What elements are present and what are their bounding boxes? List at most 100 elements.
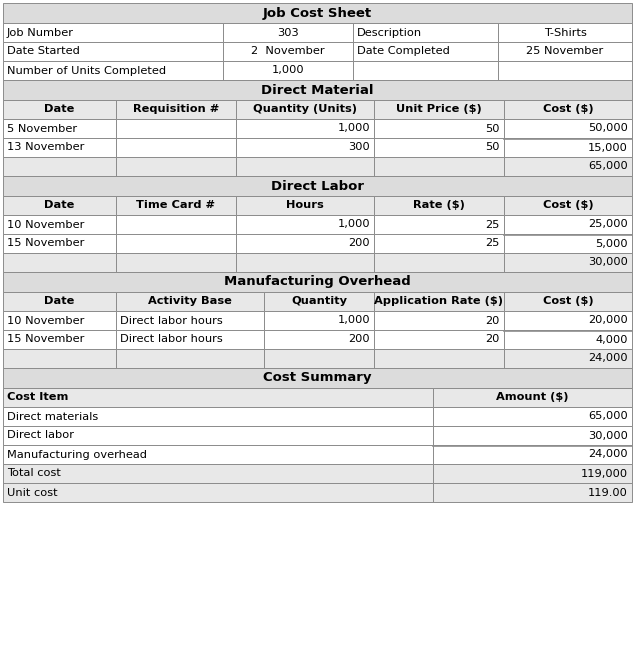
Text: 24,000: 24,000 — [589, 449, 628, 459]
Bar — [236, 253, 374, 272]
Bar — [353, 23, 498, 42]
Text: 20: 20 — [486, 315, 500, 325]
Text: 24,000: 24,000 — [589, 353, 628, 363]
Bar — [3, 61, 223, 80]
Text: 5,000: 5,000 — [596, 238, 628, 248]
Text: Direct Labor: Direct Labor — [271, 179, 364, 193]
Text: 300: 300 — [348, 143, 370, 152]
Text: 1,000: 1,000 — [272, 66, 304, 76]
Text: 13 November: 13 November — [7, 143, 84, 152]
Text: Date: Date — [44, 200, 75, 210]
Text: 30,000: 30,000 — [588, 430, 628, 440]
Text: 200: 200 — [349, 238, 370, 248]
Text: Quantity (Units): Quantity (Units) — [253, 104, 357, 114]
Text: Direct labor: Direct labor — [7, 430, 74, 440]
Bar — [3, 311, 116, 330]
Bar — [116, 311, 264, 330]
Bar — [374, 234, 504, 253]
Text: Unit Price ($): Unit Price ($) — [396, 104, 482, 114]
Bar — [504, 330, 632, 349]
Bar — [3, 426, 433, 445]
Bar — [236, 119, 374, 138]
Bar — [374, 138, 504, 157]
Text: Manufacturing overhead: Manufacturing overhead — [7, 449, 147, 459]
Bar — [433, 426, 632, 445]
Text: T-Shirts: T-Shirts — [544, 28, 587, 37]
Bar — [223, 42, 353, 61]
Text: Cost Summary: Cost Summary — [264, 371, 371, 384]
Bar — [504, 311, 632, 330]
Bar — [504, 234, 632, 253]
Bar — [3, 80, 632, 100]
Text: 10 November: 10 November — [7, 315, 84, 325]
Bar — [116, 196, 236, 215]
Text: 50: 50 — [486, 143, 500, 152]
Text: 25,000: 25,000 — [588, 219, 628, 229]
Text: 30,000: 30,000 — [588, 258, 628, 267]
Bar — [3, 464, 433, 483]
Bar — [433, 388, 632, 407]
Text: 25: 25 — [486, 238, 500, 248]
Text: Time Card #: Time Card # — [137, 200, 215, 210]
Text: 50: 50 — [486, 124, 500, 133]
Text: Manufacturing Overhead: Manufacturing Overhead — [224, 275, 411, 288]
Bar — [374, 311, 504, 330]
Text: 65,000: 65,000 — [588, 162, 628, 171]
Bar — [374, 330, 504, 349]
Bar — [504, 215, 632, 234]
Text: Total cost: Total cost — [7, 468, 61, 478]
Text: 303: 303 — [277, 28, 299, 37]
Bar — [236, 196, 374, 215]
Text: 200: 200 — [349, 334, 370, 344]
Text: Application Rate ($): Application Rate ($) — [375, 296, 504, 307]
Bar — [3, 196, 116, 215]
Text: 25: 25 — [486, 219, 500, 229]
Text: Direct Material: Direct Material — [261, 83, 374, 97]
Bar — [116, 330, 264, 349]
Bar — [504, 253, 632, 272]
Bar — [3, 3, 632, 23]
Bar — [3, 234, 116, 253]
Text: 50,000: 50,000 — [588, 124, 628, 133]
Text: Direct materials: Direct materials — [7, 411, 98, 422]
Bar — [504, 119, 632, 138]
Bar — [116, 157, 236, 176]
Text: 4,000: 4,000 — [596, 334, 628, 344]
Text: Activity Base: Activity Base — [148, 296, 232, 307]
Text: 20: 20 — [486, 334, 500, 344]
Bar — [236, 138, 374, 157]
Bar — [3, 119, 116, 138]
Bar — [374, 100, 504, 119]
Text: Amount ($): Amount ($) — [496, 392, 569, 403]
Text: Date: Date — [44, 104, 75, 114]
Bar — [498, 23, 632, 42]
Text: Quantity: Quantity — [291, 296, 347, 307]
Bar — [374, 253, 504, 272]
Bar — [433, 445, 632, 464]
Text: 10 November: 10 November — [7, 219, 84, 229]
Text: 15 November: 15 November — [7, 238, 84, 248]
Text: Unit cost: Unit cost — [7, 487, 58, 497]
Bar — [433, 407, 632, 426]
Bar — [116, 138, 236, 157]
Bar — [264, 349, 374, 368]
Bar — [223, 23, 353, 42]
Bar — [3, 272, 632, 292]
Text: 15,000: 15,000 — [588, 143, 628, 152]
Text: Date Completed: Date Completed — [357, 47, 450, 57]
Bar — [236, 234, 374, 253]
Text: 2  November: 2 November — [251, 47, 325, 57]
Bar — [116, 215, 236, 234]
Bar — [3, 138, 116, 157]
Bar — [374, 119, 504, 138]
Bar — [3, 368, 632, 388]
Bar — [3, 253, 116, 272]
Bar — [504, 100, 632, 119]
Text: 25 November: 25 November — [526, 47, 604, 57]
Bar — [3, 292, 116, 311]
Bar — [3, 42, 223, 61]
Text: Requisition #: Requisition # — [133, 104, 219, 114]
Text: Description: Description — [357, 28, 422, 37]
Bar — [116, 349, 264, 368]
Text: Cost ($): Cost ($) — [543, 296, 593, 307]
